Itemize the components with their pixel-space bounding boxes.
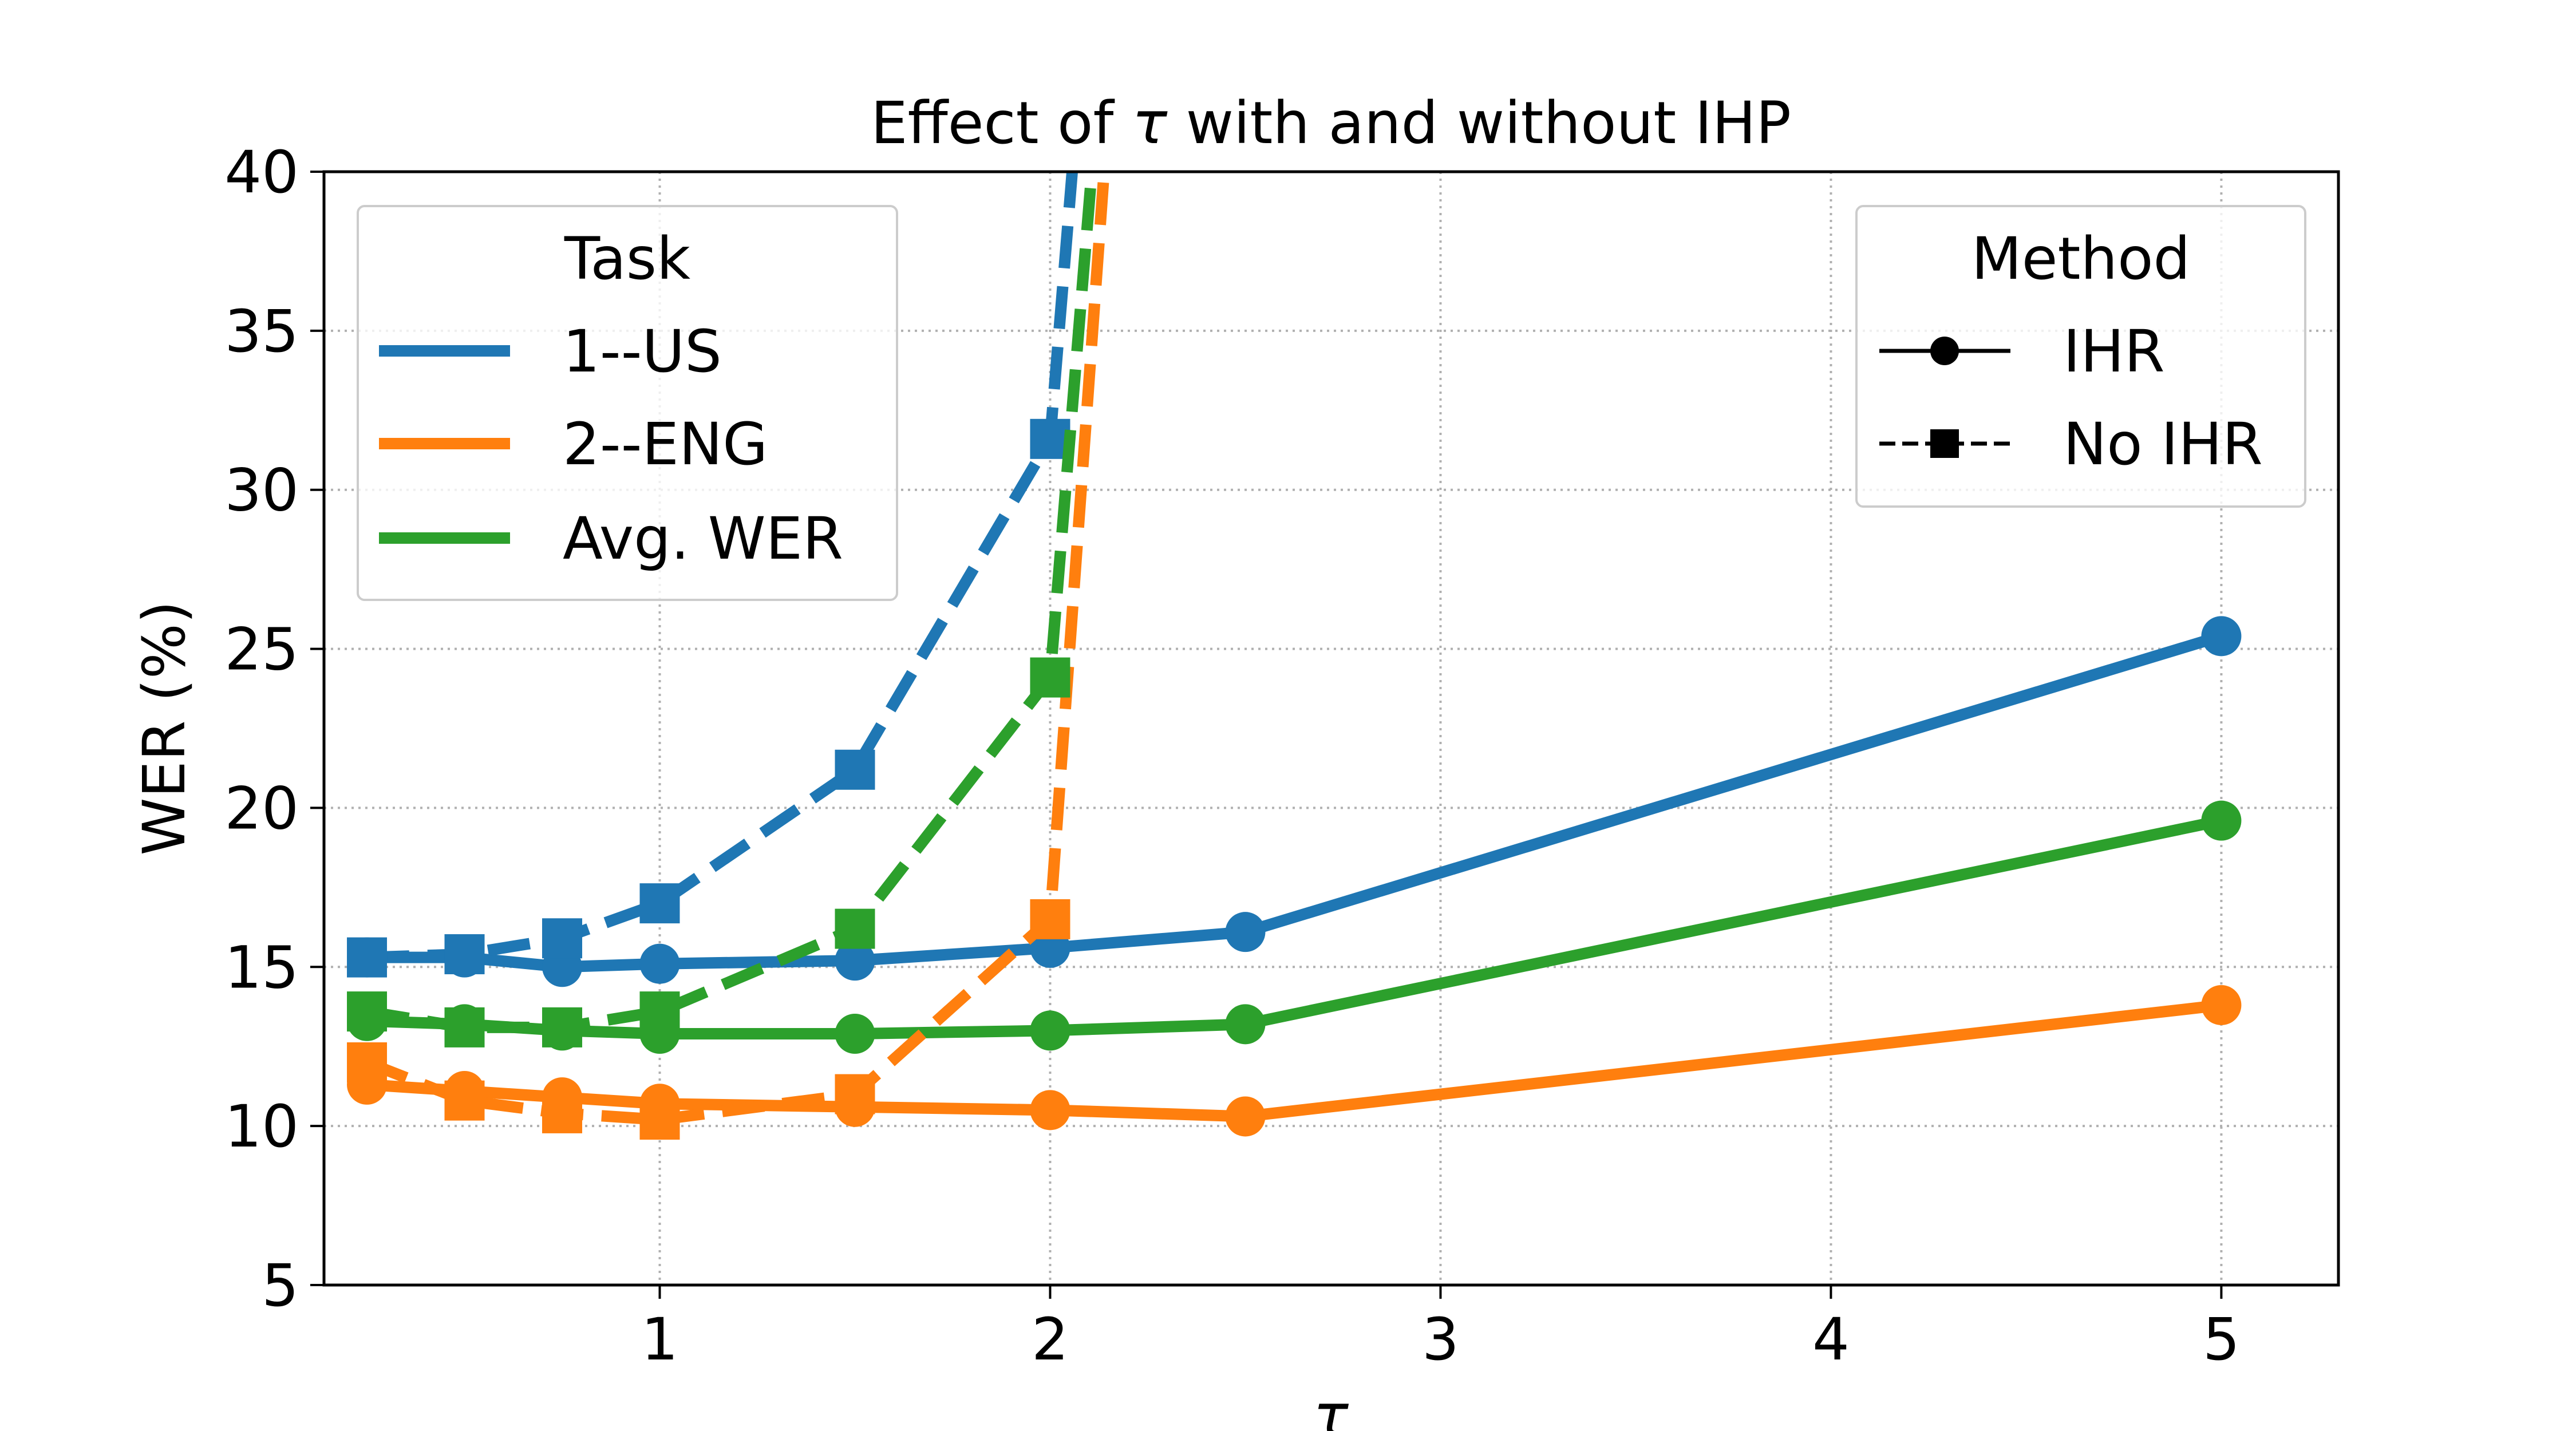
y-axis-label: WER (%) bbox=[131, 600, 199, 855]
data-point bbox=[1225, 1096, 1266, 1137]
data-point bbox=[639, 943, 680, 984]
data-point bbox=[2201, 985, 2242, 1025]
data-point bbox=[1030, 657, 1070, 698]
y-tick-label: 10 bbox=[224, 1093, 299, 1161]
y-tick-label: 20 bbox=[224, 774, 299, 843]
series-avg-wer-no-ihr bbox=[347, 172, 1098, 1047]
data-point bbox=[835, 1074, 875, 1114]
series-layer bbox=[347, 172, 2242, 1140]
legend-method-title: Method bbox=[1971, 225, 2191, 293]
legend-method-box bbox=[1855, 205, 2306, 508]
data-point bbox=[835, 1013, 875, 1054]
data-point bbox=[2201, 616, 2242, 657]
data-point bbox=[835, 749, 875, 790]
x-axis-label: τ bbox=[1313, 1382, 1349, 1431]
legend-method-marker-circle bbox=[1930, 337, 1959, 365]
y-tick-label: 40 bbox=[224, 139, 299, 207]
y-tick-label: 25 bbox=[224, 616, 299, 684]
legend-task-label-2: 2--ENG bbox=[563, 410, 768, 479]
legend-task: Task 1--US 2--ENG Avg. WER bbox=[357, 205, 898, 601]
data-point bbox=[444, 1007, 485, 1047]
data-point bbox=[444, 934, 485, 975]
data-point bbox=[347, 991, 388, 1032]
plot-frame bbox=[322, 170, 2340, 1287]
data-point bbox=[542, 1007, 583, 1047]
x-tick-label: 4 bbox=[1812, 1306, 1850, 1374]
legend-method-label-1: IHR bbox=[2063, 318, 2165, 386]
data-point bbox=[639, 883, 680, 924]
data-point bbox=[347, 937, 388, 978]
x-tick-label: 3 bbox=[1422, 1306, 1459, 1374]
x-axis: 1 2 3 4 5 bbox=[641, 1285, 2240, 1374]
data-point bbox=[2201, 800, 2242, 841]
data-point bbox=[1030, 1090, 1070, 1130]
data-point bbox=[835, 908, 875, 949]
data-point bbox=[639, 991, 680, 1032]
chart-title: Effect of τ with and without IHP bbox=[871, 89, 1791, 157]
x-tick-label: 5 bbox=[2203, 1306, 2240, 1374]
y-tick-label: 15 bbox=[224, 934, 299, 1002]
y-axis: 5 10 15 20 25 30 35 40 bbox=[224, 139, 324, 1320]
legend-task-label-3: Avg. WER bbox=[563, 505, 843, 573]
legend-method-label-2: No IHR bbox=[2063, 410, 2263, 479]
data-point bbox=[542, 1093, 583, 1133]
data-point bbox=[1030, 1010, 1070, 1051]
legend-method: Method IHR No IHR bbox=[1855, 205, 2306, 508]
x-tick-label: 1 bbox=[641, 1306, 678, 1374]
data-point bbox=[835, 940, 875, 981]
legend-task-label-1: 1--US bbox=[563, 318, 722, 386]
series-1-us-no-ihr bbox=[347, 172, 1078, 978]
x-tick-label: 2 bbox=[1032, 1306, 1069, 1374]
data-point bbox=[639, 1100, 680, 1140]
legend-method-marker-square bbox=[1930, 429, 1959, 458]
data-point bbox=[1030, 899, 1070, 939]
series-2-eng-no-ihr bbox=[347, 172, 1110, 1140]
data-point bbox=[347, 1042, 388, 1082]
legend-task-title: Task bbox=[564, 225, 690, 293]
legend-task-box bbox=[357, 205, 898, 601]
y-tick-label: 35 bbox=[224, 298, 299, 366]
data-point bbox=[542, 918, 583, 959]
data-point bbox=[1225, 912, 1266, 952]
y-tick-label: 30 bbox=[224, 457, 299, 525]
data-point bbox=[1225, 1004, 1266, 1045]
y-tick-label: 5 bbox=[262, 1252, 299, 1320]
data-point bbox=[444, 1080, 485, 1121]
